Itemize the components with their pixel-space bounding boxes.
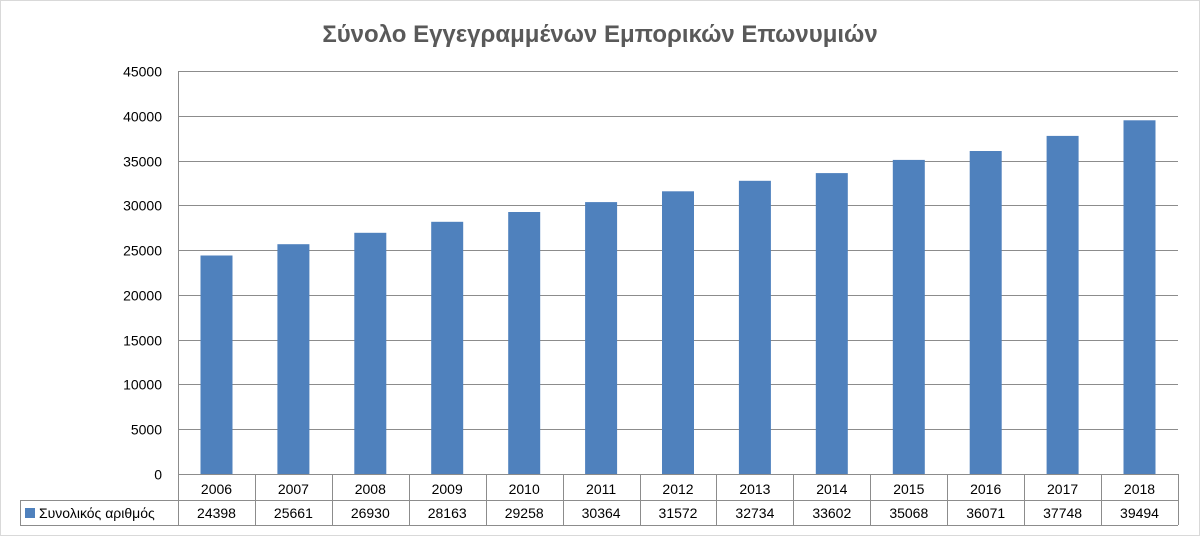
category-label: 2008 [355,481,386,497]
legend-swatch [25,508,35,518]
category-label: 2009 [432,481,463,497]
y-tick-label: 45000 [123,64,162,80]
data-label: 37748 [1043,505,1082,521]
data-label: 30364 [582,505,621,521]
y-tick-label: 15000 [123,333,162,349]
category-label: 2007 [278,481,309,497]
bar [200,255,233,474]
legend-label: Συνολικός αριθμός [39,505,155,521]
y-tick-label: 40000 [123,109,162,125]
bar-layer [200,120,1156,475]
category-label: 2015 [893,481,924,497]
data-label: 28163 [428,505,467,521]
y-tick-labels: 0 5000 10000 15000 20000 25000 30000 35000 40000… [123,64,162,483]
bar [892,159,925,474]
data-label: 33602 [812,505,851,521]
data-label: 25661 [274,505,313,521]
data-label: 32734 [735,505,774,521]
data-label: 36071 [966,505,1005,521]
bar [969,151,1002,474]
bar [1046,135,1079,474]
data-label: 39494 [1120,505,1159,521]
category-label: 2014 [816,481,847,497]
category-label: 2017 [1047,481,1078,497]
category-label: 2018 [1124,481,1155,497]
y-tick-label: 30000 [123,198,162,214]
bar [585,202,618,474]
category-label: 2006 [201,481,232,497]
bar [1123,120,1156,475]
category-label: 2011 [586,481,616,497]
data-label: 24398 [197,505,236,521]
y-tick-label: 20000 [123,288,162,304]
data-label: 26930 [351,505,390,521]
bar [815,173,848,474]
category-label: 2013 [739,481,770,497]
data-table: 2006 2007 2008 2009 2010 2011 2012 2013 2014 2015… [20,474,1179,526]
y-tick-label: 5000 [131,422,162,438]
data-label: 31572 [659,505,698,521]
data-label: 29258 [505,505,544,521]
bar [508,212,541,474]
y-tick-label: 35000 [123,154,162,170]
bar [431,221,464,474]
category-label: 2016 [970,481,1001,497]
bar [738,180,771,475]
y-tick-label: 25000 [123,243,162,259]
y-tick-label: 0 [154,467,162,483]
y-tick-label: 10000 [123,377,162,393]
category-label: 2012 [662,481,693,497]
chart-title: Σύνολο Εγγεγραμμένων Εμπορικών Επωνυμιών [322,21,877,48]
bar [354,232,387,474]
data-label: 35068 [889,505,928,521]
bar [277,244,310,474]
bar [662,191,694,475]
category-label: 2010 [509,481,540,497]
